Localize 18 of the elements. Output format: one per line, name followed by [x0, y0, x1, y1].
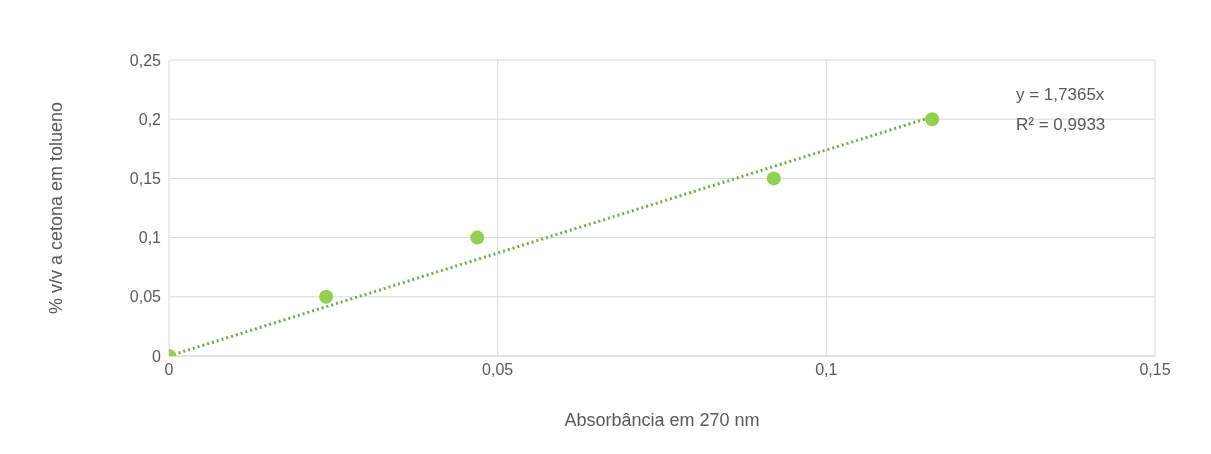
y-tick-label: 0: [152, 347, 162, 365]
y-tick-label: 0,05: [129, 288, 162, 306]
point: [470, 230, 485, 245]
point: [319, 289, 334, 304]
y-tick-label: 0,25: [129, 51, 162, 69]
y-axis-title: % v/v a cetona em tolueno: [46, 101, 67, 315]
x-tick-label: 0,1: [815, 361, 838, 379]
annotation: y = 1,7365x: [1016, 84, 1106, 106]
point: [766, 171, 781, 186]
y-tick-label: 0,15: [129, 170, 162, 188]
x-tick-label: 0,15: [1139, 361, 1171, 379]
point: [925, 112, 940, 127]
x-tick-label: 0,05: [482, 361, 514, 379]
annotation: R² = 0,9933: [1016, 114, 1106, 136]
x-axis-title: Absorbância em 270 nm: [564, 410, 760, 430]
x-tick-label: 0: [164, 361, 174, 379]
y-tick-label: 0,1: [138, 229, 162, 247]
y-tick-label: 0,2: [138, 110, 162, 128]
